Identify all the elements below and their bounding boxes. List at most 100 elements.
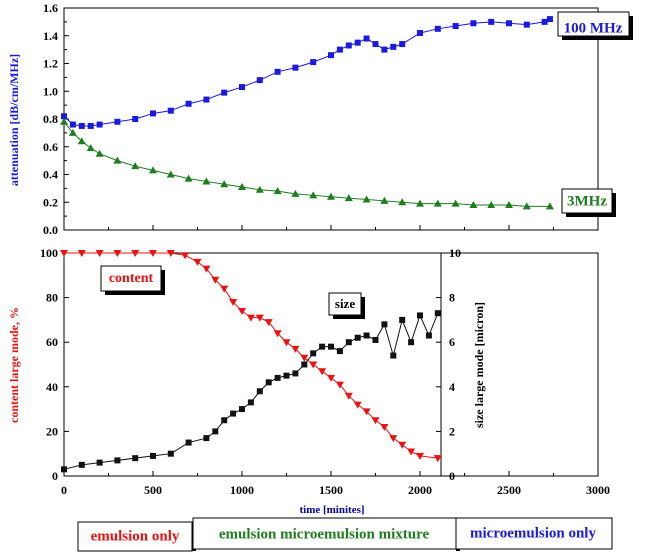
series-size-point bbox=[354, 334, 361, 341]
series-size-point bbox=[345, 339, 352, 346]
top-ytick-label: 0.0 bbox=[43, 223, 58, 237]
series-content-point bbox=[131, 250, 140, 257]
series-size-point bbox=[230, 410, 237, 417]
series-3mhz-point bbox=[327, 192, 335, 200]
series-3mhz-point bbox=[238, 182, 246, 190]
series-3mhz-point bbox=[202, 177, 211, 185]
series-100mhz-point bbox=[523, 21, 530, 28]
series-size-point bbox=[132, 455, 139, 462]
top-series-layer bbox=[60, 16, 554, 210]
phase-microemulsion-only: microemulsion only bbox=[455, 517, 613, 550]
bottom-y2tick-label: 8 bbox=[449, 291, 455, 305]
legend-size-label: size bbox=[335, 296, 355, 311]
series-100mhz-point bbox=[96, 121, 103, 128]
legend-content-label: content bbox=[109, 271, 154, 286]
series-content-point bbox=[353, 401, 362, 409]
bottom-ytick-label: 0 bbox=[52, 469, 58, 483]
series-content-point bbox=[60, 250, 68, 257]
bottom-y2tick-label: 0 bbox=[449, 469, 455, 483]
series-size-point bbox=[150, 452, 156, 459]
series-100mhz-point bbox=[354, 39, 361, 46]
series-content-point bbox=[229, 299, 238, 307]
series-size-point bbox=[203, 435, 210, 442]
series-3mhz-point bbox=[86, 144, 95, 152]
series-3mhz-point bbox=[469, 201, 478, 209]
series-size-point bbox=[256, 388, 263, 395]
legend-3mhz-label: 3MHz bbox=[567, 193, 607, 209]
bottom-xtick-label: 2500 bbox=[497, 483, 521, 497]
bottom-y2tick-label: 2 bbox=[449, 424, 455, 438]
series-content-point bbox=[416, 452, 424, 460]
series-100mhz-point bbox=[434, 25, 441, 32]
series-size-point bbox=[381, 321, 388, 328]
series-content-point bbox=[318, 368, 327, 376]
series-100mhz-point bbox=[78, 122, 85, 129]
series-content-point bbox=[264, 319, 273, 327]
series-size-point bbox=[319, 343, 326, 350]
series-size-point bbox=[78, 461, 85, 468]
series-3mhz-point bbox=[255, 185, 264, 193]
series-content-point bbox=[220, 285, 229, 293]
series-size-point bbox=[274, 374, 281, 381]
series-100mhz-point bbox=[470, 20, 477, 27]
series-100mhz-point bbox=[506, 20, 512, 27]
top-ylabel: attenuation [dB/cm/MHz] bbox=[7, 54, 21, 186]
series-3mhz-point bbox=[166, 170, 175, 178]
series-size-point bbox=[399, 316, 406, 323]
bottom-y2tick-label: 6 bbox=[449, 335, 455, 349]
legend-content: content bbox=[100, 265, 165, 295]
series-size-point bbox=[417, 312, 423, 319]
series-content-point bbox=[335, 381, 344, 389]
series-3mhz-point bbox=[433, 199, 442, 207]
series-content-point bbox=[362, 408, 371, 416]
series-3mhz-point bbox=[380, 196, 389, 204]
top-ytick-label: 0.6 bbox=[43, 140, 58, 154]
top-axis-ticks: 0.0 0.2 0.4 0.6 0.8 1.0 1.2 1.4 1.6 bbox=[43, 1, 599, 237]
series-3mhz-point bbox=[184, 174, 193, 182]
series-size-point bbox=[372, 336, 379, 343]
series-size-point bbox=[363, 332, 370, 339]
series-3mhz-point bbox=[398, 198, 407, 206]
series-100mhz-point bbox=[541, 18, 548, 25]
series-3mhz-point bbox=[522, 202, 531, 210]
top-ytick-label: 0.2 bbox=[43, 195, 58, 209]
series-100mhz-point bbox=[381, 46, 388, 53]
series-size-point bbox=[408, 339, 415, 346]
bottom-ylabel: content large mode, % bbox=[7, 307, 21, 423]
series-100mhz-point bbox=[239, 84, 245, 91]
series-size-line bbox=[63, 313, 439, 470]
series-100mhz-point bbox=[328, 52, 334, 59]
series-100mhz-point bbox=[417, 29, 423, 36]
legend-100mhz-label: 100 MHz bbox=[564, 20, 623, 36]
series-content-point bbox=[433, 455, 442, 463]
series-content-point bbox=[309, 361, 318, 369]
bottom-ytick-label: 40 bbox=[46, 380, 58, 394]
series-size-point bbox=[390, 352, 397, 359]
series-content-point bbox=[202, 265, 211, 273]
series-content-point bbox=[238, 307, 246, 315]
series-3mhz-point bbox=[68, 128, 77, 136]
top-ytick-label: 1.6 bbox=[43, 1, 58, 15]
bottom-xlabel: time [minites] bbox=[299, 504, 364, 516]
series-100mhz-point bbox=[69, 121, 76, 128]
series-content-point bbox=[371, 417, 380, 425]
series-size-point bbox=[336, 348, 343, 355]
series-content-point bbox=[193, 258, 202, 266]
series-3mhz-point bbox=[362, 195, 371, 203]
series-size-point bbox=[292, 370, 299, 377]
series-size-point bbox=[301, 361, 308, 368]
bottom-series-layer bbox=[60, 250, 442, 473]
series-100mhz-point bbox=[546, 16, 553, 23]
series-size-point bbox=[212, 428, 219, 435]
series-100mhz-point bbox=[399, 41, 406, 48]
series-100mhz-point bbox=[345, 42, 352, 49]
legend-size: size bbox=[328, 292, 365, 319]
series-content-point bbox=[389, 435, 398, 443]
series-100mhz-point bbox=[167, 107, 174, 114]
series-3mhz-point bbox=[95, 149, 104, 157]
series-size-point bbox=[265, 379, 272, 386]
phase-mixture: emulsion microemulsion mixture bbox=[192, 517, 460, 551]
series-3mhz-point bbox=[291, 189, 300, 197]
bottom-y2tick-label: 10 bbox=[449, 246, 461, 260]
